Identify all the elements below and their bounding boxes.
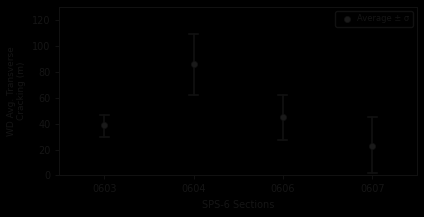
Point <box>190 62 197 66</box>
Legend: Average ± σ: Average ± σ <box>335 11 413 27</box>
Point <box>279 115 286 119</box>
Point <box>101 123 108 127</box>
Point <box>369 144 376 147</box>
X-axis label: SPS-6 Sections: SPS-6 Sections <box>202 200 274 210</box>
Y-axis label: WD Avg. Transverse
Cracking (m): WD Avg. Transverse Cracking (m) <box>7 46 26 136</box>
